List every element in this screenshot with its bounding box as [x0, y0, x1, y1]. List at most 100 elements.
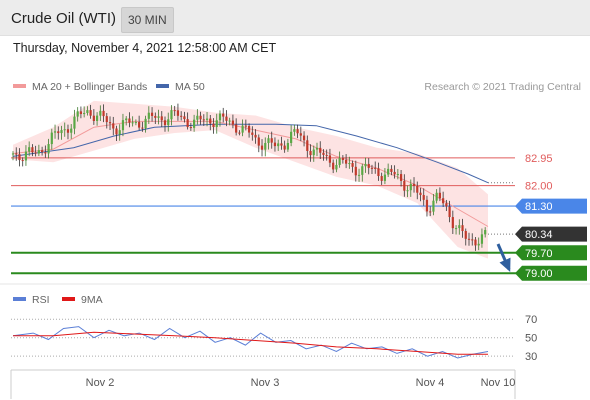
candle-body [461, 225, 464, 232]
candle-body [134, 122, 137, 124]
candle-body [147, 112, 150, 119]
candle-body [264, 142, 267, 150]
candle-body [31, 147, 34, 153]
candle-body [50, 132, 53, 145]
interval-button[interactable]: 30 MIN [121, 7, 174, 33]
level-label-82.00: 82.00 [525, 181, 553, 193]
candle-body [399, 174, 403, 181]
candle-body [235, 124, 238, 133]
candle-body [319, 147, 322, 153]
candle-body [170, 110, 173, 120]
candle-body [442, 198, 445, 204]
candle-body [247, 126, 251, 133]
candle-body [57, 131, 60, 134]
candle-body [105, 116, 108, 123]
legend-swatch-ma20 [13, 84, 26, 88]
bollinger-band [13, 100, 488, 259]
candle-body [125, 118, 128, 121]
candle-body [315, 147, 319, 150]
candle-body [325, 154, 328, 156]
level-label-79.70: 79.70 [525, 248, 553, 260]
candle-body [63, 129, 66, 131]
candle-body [293, 129, 296, 132]
level-tag-81.30 [515, 198, 587, 214]
candle-body [11, 153, 15, 155]
candle-body [76, 111, 79, 117]
candle-body [387, 168, 390, 175]
candle-body [361, 166, 364, 175]
candle-body [312, 149, 315, 156]
candle-body [270, 138, 273, 143]
candle-body [283, 145, 286, 150]
candle-body [167, 119, 170, 126]
candle-body [24, 151, 28, 161]
candle-body [454, 228, 458, 230]
candle-body [79, 111, 83, 115]
candle-body [115, 128, 118, 135]
candle-body [44, 152, 47, 154]
candle-body [364, 163, 367, 167]
candle-body [238, 132, 241, 134]
candle-body [163, 120, 167, 126]
candle-body [367, 163, 370, 168]
candle-body [218, 113, 222, 121]
candle-body [445, 203, 448, 207]
candle-body [306, 140, 309, 151]
x-tick-label: Nov 4 [416, 377, 445, 389]
x-tick-label: Nov 3 [251, 377, 280, 389]
legend-label-ma50: MA 50 [175, 81, 205, 93]
rsi-line [12, 326, 489, 359]
rsi-legend-label-0: RSI [32, 294, 50, 306]
candle-body [254, 134, 257, 138]
x-tick-label: Nov 2 [86, 377, 115, 389]
level-tag-79.70 [515, 245, 587, 261]
candle-body [422, 195, 425, 200]
candle-body [335, 164, 338, 170]
candle-body [102, 110, 105, 117]
candle-body [160, 116, 163, 121]
candle-body [108, 122, 112, 124]
candle-body [212, 123, 215, 128]
candle-body [37, 150, 40, 154]
candle-body [458, 225, 461, 229]
level-label-80.34: 80.34 [525, 229, 553, 241]
candle-body [92, 115, 95, 121]
candle-body [222, 113, 225, 117]
candle-body [60, 130, 63, 134]
legend-label-ma20: MA 20 + Bollinger Bands [32, 81, 147, 93]
candle-body [425, 199, 429, 212]
candle-body [357, 174, 361, 176]
candle-body [251, 132, 254, 135]
candle-body [341, 157, 344, 160]
candle-body [83, 113, 86, 115]
candle-body [28, 147, 31, 152]
rsi-legend-swatch-0 [13, 297, 26, 301]
level-tag-80.34 [515, 226, 587, 242]
candle-body [241, 125, 244, 133]
candle-body [451, 217, 454, 229]
candle-body [141, 127, 144, 129]
candle-body [435, 192, 438, 201]
candle-body [73, 116, 76, 129]
ma50-line [12, 123, 489, 184]
candle-body [467, 238, 471, 240]
candle-body [332, 162, 335, 170]
candle-body [286, 143, 289, 150]
candle-body [260, 145, 264, 150]
candle-body [18, 154, 21, 161]
candle-body [374, 167, 377, 169]
candle-body [290, 131, 293, 144]
candle-body [345, 159, 348, 164]
candle-body [15, 153, 18, 155]
legend-swatch-ma50 [156, 84, 169, 88]
candle-body [215, 120, 218, 128]
x-tick-label: Nov 10 [481, 377, 516, 389]
candle-body [390, 168, 393, 172]
header-bar: Crude Oil (WTI) 30 MIN [0, 0, 590, 36]
candle-body [302, 135, 306, 141]
candle-body [464, 231, 467, 239]
candle-body [280, 143, 283, 146]
candle-body [70, 128, 73, 133]
candle-body [154, 115, 157, 118]
candle-body [95, 115, 99, 121]
